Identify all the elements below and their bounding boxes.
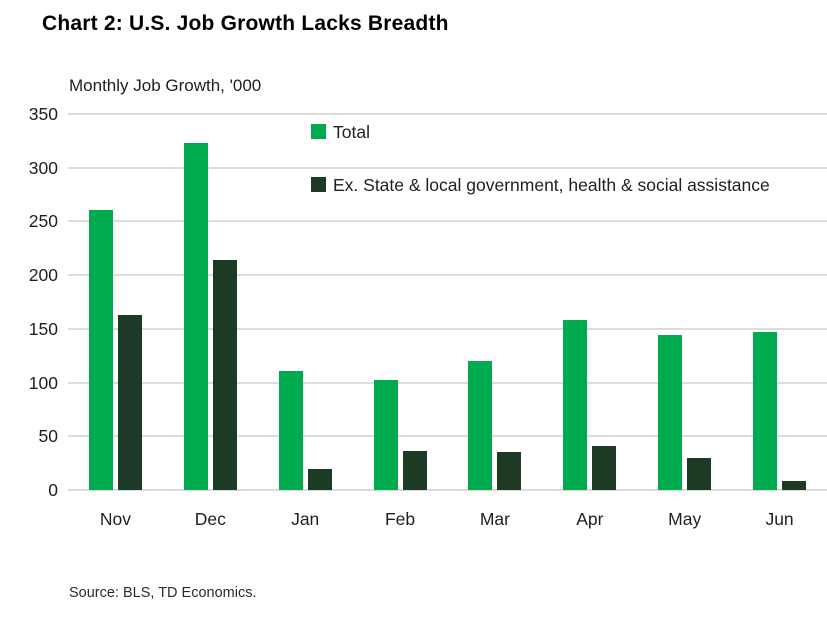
source-note: Source: BLS, TD Economics. — [69, 585, 257, 601]
bar-total-nov — [88, 209, 113, 490]
gridline-50 — [68, 435, 827, 438]
gridline-350 — [68, 113, 827, 115]
bar-ex-jun — [782, 481, 807, 490]
x-axis-tick-label-jan: Jan — [291, 509, 320, 529]
bar-total-apr — [563, 320, 588, 490]
y-axis-tick-label: 150 — [28, 318, 58, 339]
bar-total-dec — [183, 143, 208, 490]
y-axis-tick-label: 100 — [28, 372, 58, 393]
legend-swatch-icon — [311, 177, 326, 192]
y-axis-tick-label: 0 — [48, 480, 58, 500]
y-axis-tick-label: 300 — [28, 157, 58, 178]
legend-item-ex: Ex. State & local government, health & s… — [311, 172, 811, 198]
x-axis-tick-label-feb: Feb — [384, 509, 416, 529]
bar-ex-mar — [497, 452, 522, 490]
bar-total-jun — [753, 332, 778, 490]
legend-swatch-icon — [311, 124, 326, 139]
y-axis-tick-label: 350 — [28, 104, 58, 124]
y-axis-tick-label: 200 — [28, 265, 58, 286]
x-axis-tick-label-jun: Jun — [765, 509, 794, 529]
gridline-0 — [68, 489, 827, 491]
legend-label: Ex. State & local government, health & s… — [333, 175, 770, 195]
bar-total-may — [658, 335, 683, 490]
bar-ex-dec — [212, 260, 237, 490]
gridline-300 — [68, 166, 827, 169]
legend: Total Ex. State & local government, healt… — [311, 119, 811, 225]
bar-ex-nov — [117, 314, 142, 490]
x-axis-tick-label-may: May — [668, 509, 702, 529]
bar-total-mar — [468, 361, 493, 490]
bar-ex-apr — [592, 445, 617, 490]
bar-ex-may — [687, 457, 712, 490]
y-axis-tick-label: 250 — [28, 211, 58, 232]
bar-ex-feb — [402, 451, 427, 490]
x-axis-tick-label-mar: Mar — [479, 509, 510, 529]
legend-item-total: Total — [311, 119, 811, 145]
gridline-250 — [68, 220, 827, 223]
gridline-100 — [68, 381, 827, 384]
legend-label: Total — [333, 122, 370, 142]
y-axis-tick-label: 50 — [38, 426, 58, 447]
bar-total-jan — [278, 370, 303, 490]
bar-ex-jan — [307, 468, 332, 490]
x-axis-tick-label-apr: Apr — [576, 509, 604, 529]
chart-subtitle: Monthly Job Growth, '000 — [69, 76, 262, 95]
x-axis-tick-label-dec: Dec — [194, 509, 226, 529]
bar-total-feb — [373, 380, 398, 490]
gridline-150 — [68, 327, 827, 330]
chart-title: Chart 2: U.S. Job Growth Lacks Breadth — [42, 12, 449, 35]
gridline-200 — [68, 274, 827, 277]
x-axis-tick-label-nov: Nov — [99, 509, 131, 529]
